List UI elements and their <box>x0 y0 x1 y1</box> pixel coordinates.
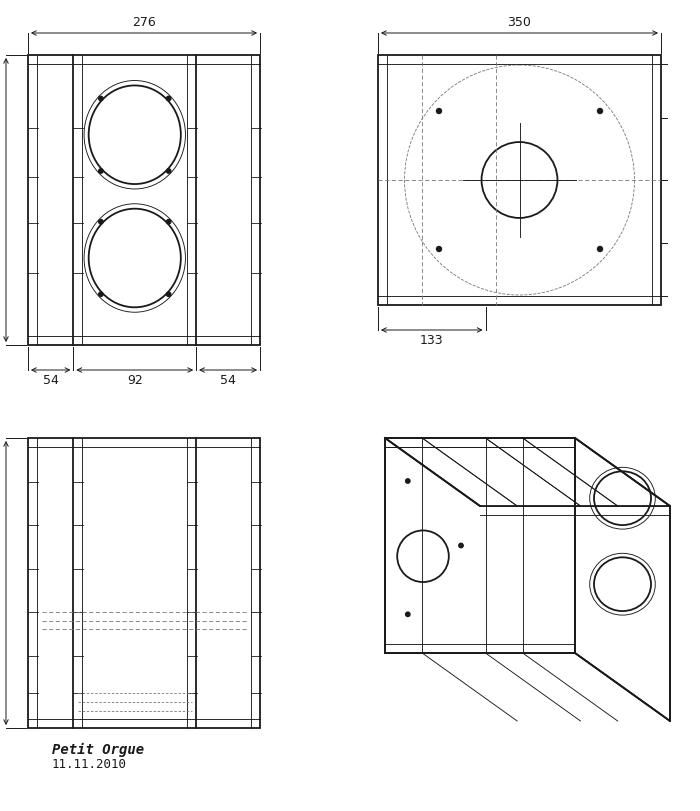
Circle shape <box>99 169 103 174</box>
Circle shape <box>437 247 442 251</box>
Text: 350: 350 <box>0 571 2 595</box>
Text: 350: 350 <box>508 16 531 29</box>
Text: 92: 92 <box>127 374 143 387</box>
Text: 54: 54 <box>220 374 236 387</box>
Circle shape <box>167 220 171 224</box>
Circle shape <box>167 169 171 174</box>
Circle shape <box>167 292 171 297</box>
Text: 133: 133 <box>420 334 444 347</box>
Circle shape <box>99 292 103 297</box>
Text: 315: 315 <box>0 188 2 212</box>
Circle shape <box>405 478 410 483</box>
Text: 11.11.2010: 11.11.2010 <box>52 758 127 771</box>
Circle shape <box>598 247 603 251</box>
Circle shape <box>99 220 103 224</box>
Text: 54: 54 <box>43 374 59 387</box>
Text: Petit Orgue: Petit Orgue <box>52 743 144 757</box>
Circle shape <box>437 109 442 114</box>
Circle shape <box>99 97 103 101</box>
Circle shape <box>405 612 410 616</box>
Circle shape <box>167 97 171 101</box>
Text: 276: 276 <box>132 16 156 29</box>
Bar <box>378 55 661 305</box>
Bar <box>28 438 260 728</box>
Bar <box>28 55 260 345</box>
Circle shape <box>598 109 603 114</box>
Circle shape <box>458 543 463 547</box>
